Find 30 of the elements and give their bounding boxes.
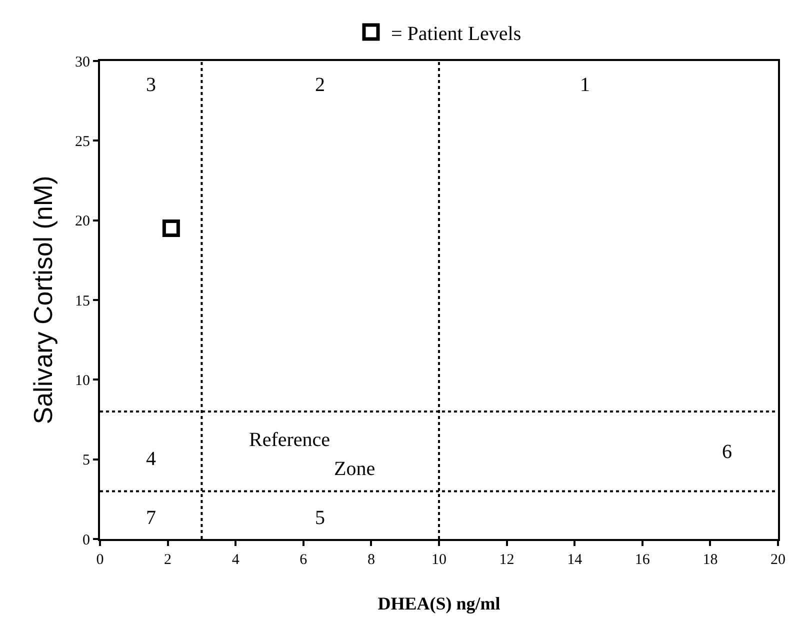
x-tick-label: 6 bbox=[300, 552, 308, 568]
x-tick-label: 10 bbox=[432, 552, 446, 568]
annotation: 7 bbox=[146, 507, 156, 529]
x-tick-label: 16 bbox=[634, 552, 650, 568]
legend-label: = Patient Levels bbox=[391, 22, 522, 45]
x-tick-label: 8 bbox=[367, 552, 375, 568]
y-tick-label: 5 bbox=[82, 452, 90, 469]
y-tick-label: 10 bbox=[75, 372, 90, 389]
x-axis-title: DHEA(S) ng/ml bbox=[378, 594, 500, 614]
x-tick-label: 2 bbox=[164, 552, 172, 568]
y-axis-title: Salivary Cortisol (nM) bbox=[28, 176, 58, 424]
annotation: 5 bbox=[315, 507, 325, 529]
x-tick-label: 12 bbox=[499, 552, 514, 568]
annotation: 1 bbox=[580, 74, 590, 96]
annotation: 3 bbox=[146, 74, 156, 96]
y-tick-label: 30 bbox=[75, 54, 90, 70]
annotation: 4 bbox=[146, 448, 156, 470]
annotation: Zone bbox=[334, 458, 376, 480]
x-tick-label: 20 bbox=[770, 552, 786, 568]
x-tick-label: 14 bbox=[567, 552, 583, 568]
x-tick-label: 18 bbox=[702, 552, 718, 568]
y-tick-label: 25 bbox=[75, 134, 90, 150]
y-tick-label: 15 bbox=[75, 293, 90, 310]
x-tick-label: 0 bbox=[96, 552, 104, 568]
x-tick-label: 4 bbox=[232, 552, 240, 568]
annotation: 2 bbox=[315, 74, 325, 96]
annotation: 6 bbox=[722, 441, 732, 463]
annotation: Reference bbox=[249, 429, 330, 451]
y-tick-label: 20 bbox=[75, 214, 90, 230]
y-tick-label: 0 bbox=[82, 532, 90, 548]
